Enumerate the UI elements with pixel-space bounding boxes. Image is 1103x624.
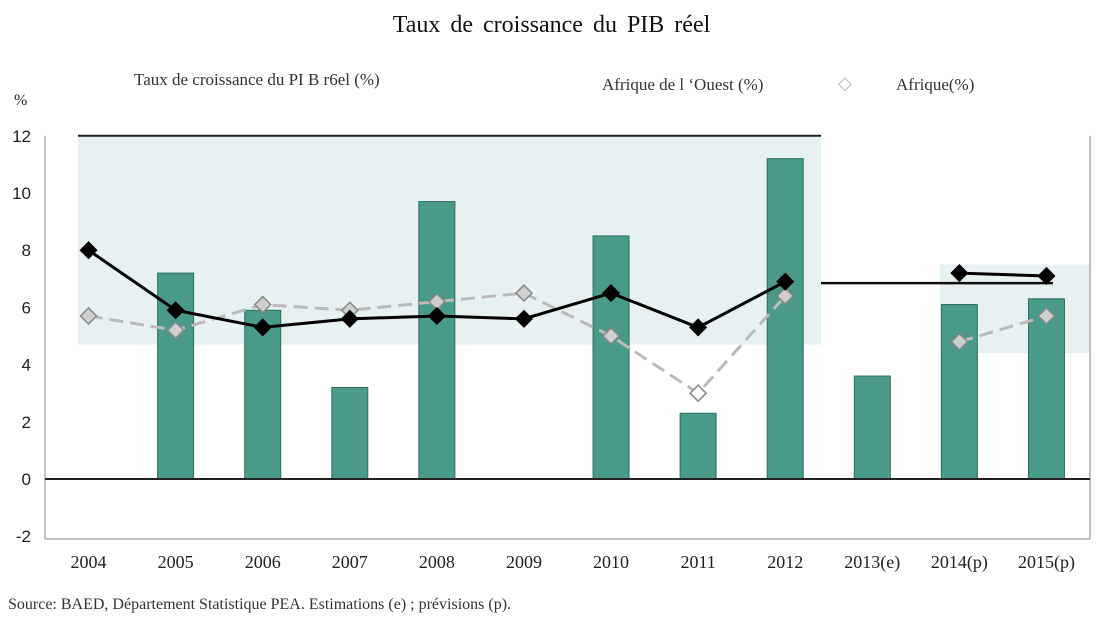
x-tick-label: 2015(p) [1018,552,1075,573]
bar [853,375,891,480]
point-afrique [514,284,534,303]
x-tick-label: 2010 [593,552,629,572]
bar [592,235,630,480]
point-afrique-ouest [253,318,272,337]
point-afrique-ouest [340,309,359,328]
x-tick-label: 2014(p) [931,552,988,573]
point-afrique-ouest [166,301,185,320]
source-note: Source: BAED, Département Statistique PE… [8,596,512,613]
point-afrique [166,321,185,340]
y-tick-label: 8 [22,241,31,260]
bar [679,412,717,480]
point-afrique-ouest [689,318,708,337]
bar [331,386,369,480]
x-tick-label: 2006 [245,552,281,572]
y-tick-label: 6 [22,298,31,317]
chart-title: Taux de croissance du PIB réel [392,12,711,38]
bar [766,158,804,480]
series-line-afrique [88,291,787,396]
point-afrique-ouest [427,306,446,326]
point-afrique [601,326,621,346]
x-tick-label: 2007 [332,552,368,572]
x-tick-label: 2008 [419,552,455,572]
y-tick-label: 0 [22,470,31,489]
legend-item-pib: Taux de croissance du PI B r6el (%) [134,70,380,89]
x-tick-label: 2005 [158,552,194,572]
legend-marker-afrique: ◇ [838,73,852,93]
x-tick-label: 2012 [767,552,803,572]
legend-item-afrique: Afrique(%) [896,75,975,94]
point-afrique-ouest [79,241,98,260]
point-afrique [253,295,272,314]
y-tick-label: -2 [16,527,31,546]
x-tick-label: 2009 [506,552,542,572]
x-tick-label: 2013(e) [844,552,900,573]
point-afrique-ouest [1037,266,1056,286]
point-afrique-ouest [601,284,621,303]
point-afrique [776,286,795,306]
point-afrique-ouest [514,309,534,328]
series-line-afrique-ouest [959,271,1047,278]
y-tick-label: 2 [22,413,31,432]
bar [244,309,282,480]
y-tick-label: 10 [12,184,31,203]
bar [418,201,456,480]
bar [940,304,978,480]
x-tick-label: 2004 [71,552,107,572]
point-afrique [950,332,969,351]
bar [1027,298,1065,480]
y-tick-label: 4 [22,356,31,375]
x-tick-label: 2011 [680,552,715,572]
point-afrique [79,306,98,326]
series-line-afrique [958,314,1047,344]
point-afrique [1037,306,1056,326]
legend-item-afrique-ouest: Afrique de l ‘Ouest (%) [602,75,764,94]
point-afrique-ouest [776,272,795,291]
y-tick-label: 12 [12,127,31,146]
y-axis-unit: % [14,92,28,109]
point-afrique-ouest [950,264,969,283]
point-afrique [689,384,708,403]
